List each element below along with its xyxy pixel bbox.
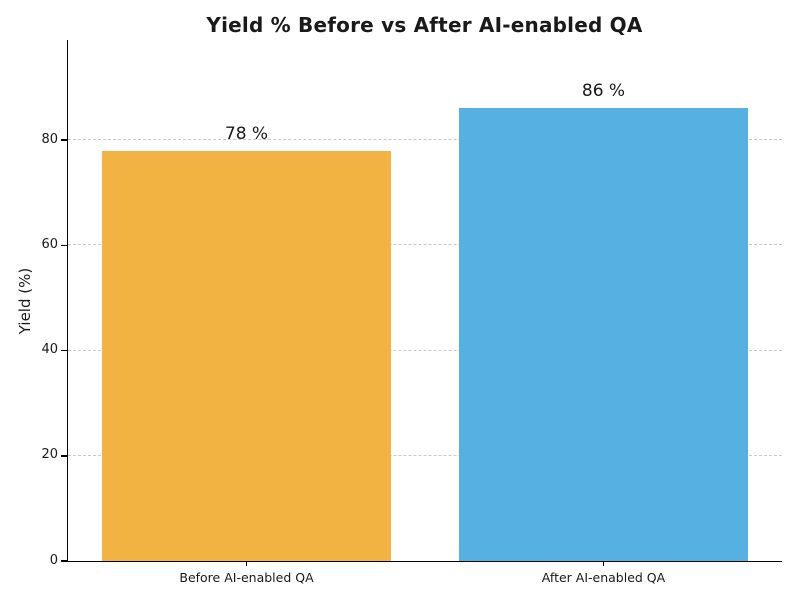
y-tick-label-80: 80 (41, 131, 58, 147)
plot-area: 78 % 86 % 0 20 40 60 80 Before AI-enabled QA A… (41, 40, 782, 585)
x-tick-mark-0 (245, 561, 248, 566)
y-tick-mark-40 (60, 349, 67, 352)
y-tick-label-20: 20 (41, 447, 58, 463)
y-tick-label-40: 40 (41, 342, 58, 357)
x-tick-label-0: Before AI-enabled QA (179, 570, 314, 585)
bar-1 (458, 108, 749, 561)
bar-value-label-1: 86 % (581, 81, 626, 102)
gridline-20 (68, 454, 782, 456)
bar-value-label-0: 78 % (224, 123, 269, 144)
chart-title: Yield % Before vs After AI-enabled QA (206, 13, 643, 37)
x-tick-label-1: After AI-enabled QA (541, 570, 666, 585)
gridline-40 (68, 349, 782, 351)
gridline-80 (68, 139, 782, 140)
y-tick-mark-0 (60, 560, 67, 562)
gridline-60 (68, 244, 782, 246)
bar-0 (101, 150, 392, 561)
y-tick-mark-80 (60, 139, 67, 141)
y-axis-label: Yield (%) (16, 267, 34, 335)
y-tick-mark-20 (60, 455, 67, 457)
x-tick-mark-1 (602, 561, 605, 566)
y-tick-label-60: 60 (41, 236, 58, 252)
y-tick-label-0: 0 (49, 552, 58, 568)
y-tick-mark-60 (60, 244, 67, 246)
